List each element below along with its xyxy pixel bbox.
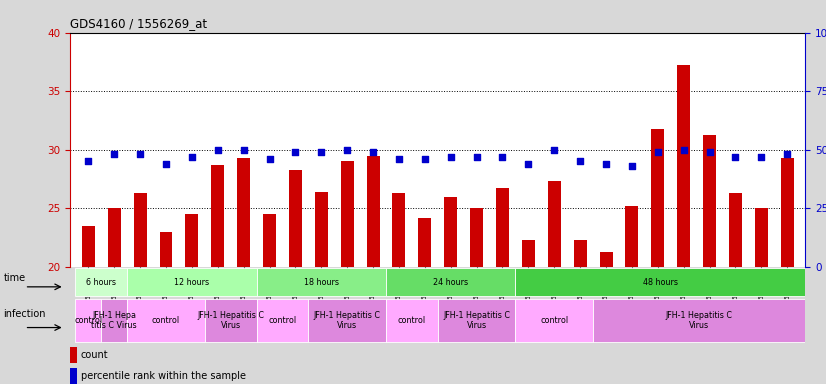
- Text: infection: infection: [3, 309, 46, 319]
- Bar: [289, 170, 301, 267]
- Bar: [392, 193, 406, 267]
- Bar: [593, 300, 805, 342]
- Bar: [102, 300, 127, 342]
- Text: JFH-1 Hepatitis C
Virus: JFH-1 Hepatitis C Virus: [314, 311, 381, 330]
- Point: [134, 151, 147, 157]
- Point: [392, 156, 406, 162]
- Bar: [257, 300, 308, 342]
- Point: [159, 161, 173, 167]
- Text: JFH-1 Hepatitis C
Virus: JFH-1 Hepatitis C Virus: [197, 311, 264, 330]
- Bar: [308, 300, 386, 342]
- Bar: [75, 268, 127, 296]
- Bar: [438, 300, 515, 342]
- Bar: [386, 268, 515, 296]
- Bar: [703, 134, 716, 267]
- Bar: [127, 268, 257, 296]
- Text: 12 hours: 12 hours: [174, 278, 210, 287]
- Bar: [444, 197, 458, 267]
- Point: [82, 158, 95, 164]
- Point: [340, 147, 354, 153]
- Text: percentile rank within the sample: percentile rank within the sample: [80, 371, 245, 381]
- Point: [496, 154, 509, 160]
- Bar: [755, 208, 768, 267]
- Text: 18 hours: 18 hours: [304, 278, 339, 287]
- Text: JFH-1 Hepatitis C
Virus: JFH-1 Hepatitis C Virus: [443, 311, 510, 330]
- Text: 6 hours: 6 hours: [86, 278, 116, 287]
- Point: [573, 158, 586, 164]
- Bar: [134, 193, 146, 267]
- Point: [781, 151, 794, 157]
- Bar: [470, 208, 483, 267]
- Point: [289, 149, 302, 155]
- Bar: [574, 240, 586, 267]
- Bar: [237, 158, 250, 267]
- Text: JFH-1 Hepa
titis C Virus: JFH-1 Hepa titis C Virus: [92, 311, 137, 330]
- Bar: [522, 240, 535, 267]
- Bar: [496, 189, 509, 267]
- Text: time: time: [3, 273, 26, 283]
- Point: [548, 147, 561, 153]
- Point: [367, 149, 380, 155]
- Bar: [257, 268, 386, 296]
- Text: count: count: [80, 350, 108, 360]
- Bar: [70, 368, 77, 384]
- Point: [237, 147, 250, 153]
- Bar: [600, 252, 613, 267]
- Point: [729, 154, 742, 160]
- Point: [418, 156, 431, 162]
- Bar: [515, 268, 805, 296]
- Bar: [729, 193, 742, 267]
- Bar: [263, 214, 276, 267]
- Text: control: control: [540, 316, 568, 325]
- Bar: [159, 232, 173, 267]
- Point: [703, 149, 716, 155]
- Text: control: control: [74, 316, 102, 325]
- Bar: [515, 300, 593, 342]
- Bar: [386, 300, 438, 342]
- Bar: [82, 226, 95, 267]
- Bar: [625, 206, 638, 267]
- Bar: [107, 208, 121, 267]
- Point: [263, 156, 276, 162]
- Bar: [70, 347, 77, 363]
- Bar: [315, 192, 328, 267]
- Bar: [652, 129, 664, 267]
- Bar: [205, 300, 257, 342]
- Text: control: control: [398, 316, 426, 325]
- Bar: [418, 218, 431, 267]
- Point: [755, 154, 768, 160]
- Bar: [75, 300, 102, 342]
- Point: [211, 147, 225, 153]
- Bar: [127, 300, 205, 342]
- Text: JFH-1 Hepatitis C
Virus: JFH-1 Hepatitis C Virus: [666, 311, 733, 330]
- Point: [651, 149, 664, 155]
- Bar: [548, 181, 561, 267]
- Point: [625, 163, 638, 169]
- Point: [600, 161, 613, 167]
- Text: 48 hours: 48 hours: [643, 278, 678, 287]
- Point: [315, 149, 328, 155]
- Point: [677, 147, 691, 153]
- Point: [522, 161, 535, 167]
- Text: control: control: [152, 316, 180, 325]
- Point: [470, 154, 483, 160]
- Bar: [340, 161, 354, 267]
- Bar: [677, 65, 691, 267]
- Text: 24 hours: 24 hours: [433, 278, 468, 287]
- Bar: [781, 158, 794, 267]
- Point: [185, 154, 198, 160]
- Point: [107, 151, 121, 157]
- Bar: [367, 156, 379, 267]
- Text: GDS4160 / 1556269_at: GDS4160 / 1556269_at: [70, 17, 207, 30]
- Bar: [211, 165, 224, 267]
- Point: [444, 154, 458, 160]
- Text: control: control: [268, 316, 297, 325]
- Bar: [185, 214, 198, 267]
